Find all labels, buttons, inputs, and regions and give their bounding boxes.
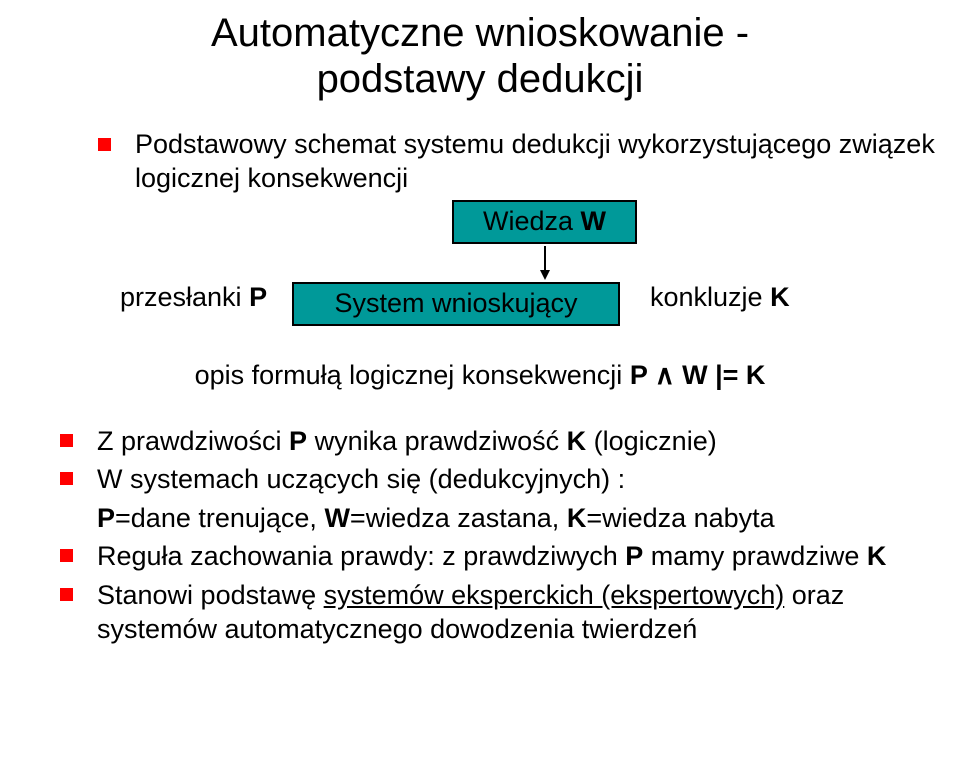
- label-przeslanki: przesłanki P: [120, 282, 267, 313]
- bullet-square-icon: [60, 549, 73, 562]
- slide: Automatyczne wnioskowanie - podstawy ded…: [0, 0, 960, 779]
- intro-bullet: Podstawowy schemat systemu dedukcji wyko…: [98, 128, 960, 196]
- bullet-square-icon: [60, 434, 73, 447]
- title-line-2: podstawy dedukcji: [317, 57, 644, 101]
- slide-title: Automatyczne wnioskowanie - podstawy ded…: [0, 10, 960, 102]
- box-system-label: System wnioskujący: [334, 288, 577, 319]
- diagram: Wiedza W przesłanki P System wnioskujący…: [0, 200, 960, 410]
- list-item: Reguła zachowania prawdy: z prawdziwych …: [60, 539, 960, 574]
- bullet-text: W systemach uczących się (dedukcyjnych) …: [97, 462, 625, 497]
- list-item: Stanowi podstawę systemów eksperckich (e…: [60, 578, 960, 647]
- bullet-text: Z prawdziwości P wynika prawdziwość K (l…: [97, 424, 717, 459]
- intro-text: Podstawowy schemat systemu dedukcji wyko…: [135, 128, 960, 196]
- bullet-list: Z prawdziwości P wynika prawdziwość K (l…: [60, 424, 960, 647]
- list-item-continuation: P=dane trenujące, W=wiedza zastana, K=wi…: [97, 501, 960, 536]
- bullet-square-icon: [60, 588, 73, 601]
- title-line-1: Automatyczne wnioskowanie -: [211, 11, 749, 55]
- formula: opis formułą logicznej konsekwencji P ∧ …: [0, 360, 960, 391]
- box-wiedza: Wiedza W: [452, 200, 637, 244]
- bullet-text: P=dane trenujące, W=wiedza zastana, K=wi…: [97, 501, 775, 536]
- bullet-text: Reguła zachowania prawdy: z prawdziwych …: [97, 539, 886, 574]
- label-konkluzje: konkluzje K: [650, 282, 790, 313]
- bullet-square-icon: [60, 472, 73, 485]
- box-wiedza-label: Wiedza W: [483, 206, 606, 237]
- list-item: W systemach uczących się (dedukcyjnych) …: [60, 462, 960, 497]
- bullet-square-icon: [98, 138, 111, 151]
- box-system: System wnioskujący: [292, 282, 620, 326]
- bullet-text: Stanowi podstawę systemów eksperckich (e…: [97, 578, 917, 647]
- list-item: Z prawdziwości P wynika prawdziwość K (l…: [60, 424, 960, 459]
